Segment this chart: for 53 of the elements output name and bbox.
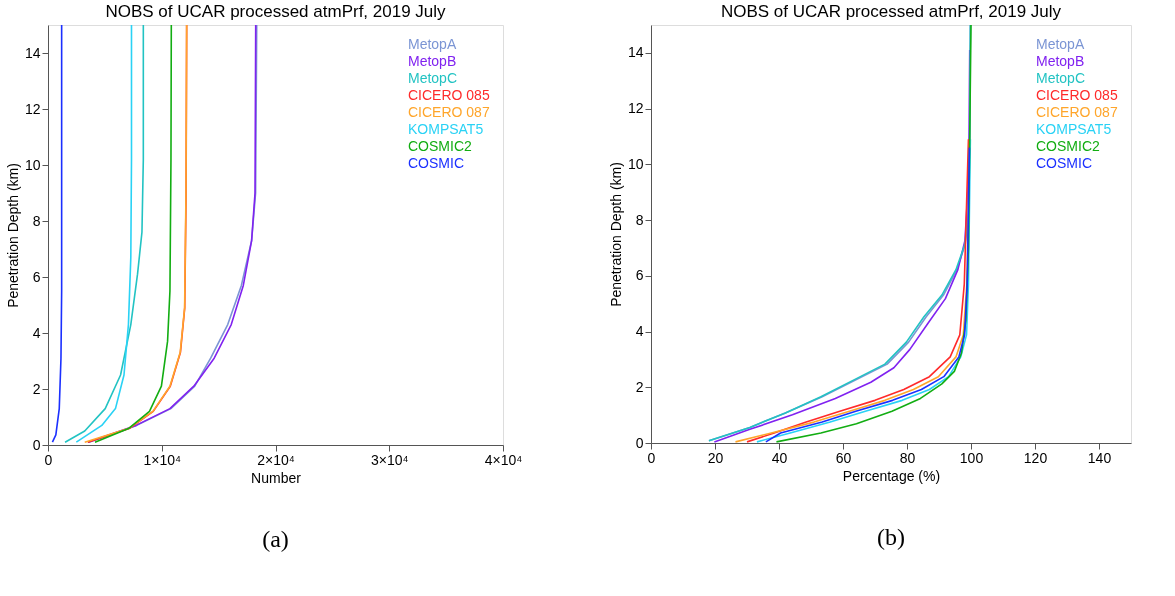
y-tick-label: 0	[32, 436, 41, 453]
text: CICERO 085	[408, 87, 490, 103]
x-tick-label: 20	[707, 449, 724, 466]
y-tick-label: 2	[32, 380, 41, 397]
text: (a)	[262, 526, 289, 552]
chart-title: NOBS of UCAR processed atmPrf, 2019 July	[720, 2, 1062, 21]
y-tick-label: 14	[24, 44, 41, 61]
x-tick-label: 40	[771, 449, 788, 466]
text: MetopB	[408, 53, 457, 69]
y-tick-label: 12	[627, 100, 644, 117]
x-tick-label: 3×10⁴	[370, 451, 409, 468]
text: CICERO 087	[408, 104, 490, 120]
text: MetopA	[1036, 36, 1085, 52]
text: MetopA	[408, 36, 457, 52]
y-tick-label: 6	[635, 267, 644, 284]
y-tick-label: 0	[635, 434, 644, 451]
x-tick-label: 80	[899, 449, 916, 466]
text: CICERO 085	[1036, 87, 1118, 103]
chart-title: NOBS of UCAR processed atmPrf, 2019 July	[105, 2, 447, 21]
text: CICERO 087	[1036, 104, 1118, 120]
x-tick-label: 2×10⁴	[257, 451, 295, 468]
text: COSMIC	[1036, 155, 1092, 171]
text: KOMPSAT5	[408, 121, 484, 137]
x-tick-label: 0	[647, 449, 656, 466]
y-tick-label: 4	[635, 323, 644, 340]
text: MetopC	[408, 70, 458, 86]
text: (b)	[877, 524, 905, 550]
y-axis-title: Penetration Depth (km)	[607, 162, 624, 307]
y-tick-label: 10	[627, 155, 644, 172]
text: COSMIC2	[1036, 138, 1100, 154]
text: MetopC	[1036, 70, 1086, 86]
x-tick-label: 60	[835, 449, 852, 466]
x-tick-label: 140	[1087, 449, 1112, 466]
y-tick-label: 8	[635, 211, 644, 228]
text: COSMIC	[408, 155, 464, 171]
text: COSMIC2	[408, 138, 472, 154]
x-tick-label: 4×10⁴	[484, 451, 523, 468]
x-tick-label: 1×10⁴	[143, 451, 182, 468]
y-tick-label: 8	[32, 212, 41, 229]
text: MetopB	[1036, 53, 1085, 69]
y-tick-label: 12	[24, 100, 41, 117]
y-tick-label: 2	[635, 378, 644, 395]
y-tick-label: 14	[627, 44, 644, 61]
x-tick-label: 120	[1023, 449, 1048, 466]
text: KOMPSAT5	[1036, 121, 1112, 137]
x-axis-title: Number	[251, 469, 302, 486]
y-tick-label: 4	[32, 324, 41, 341]
y-axis-title: Penetration Depth (km)	[4, 163, 21, 308]
y-tick-label: 6	[32, 268, 41, 285]
x-axis-title: Percentage (%)	[842, 467, 941, 484]
y-tick-label: 10	[24, 156, 41, 173]
x-tick-label: 100	[959, 449, 984, 466]
x-tick-label: 0	[44, 451, 53, 468]
